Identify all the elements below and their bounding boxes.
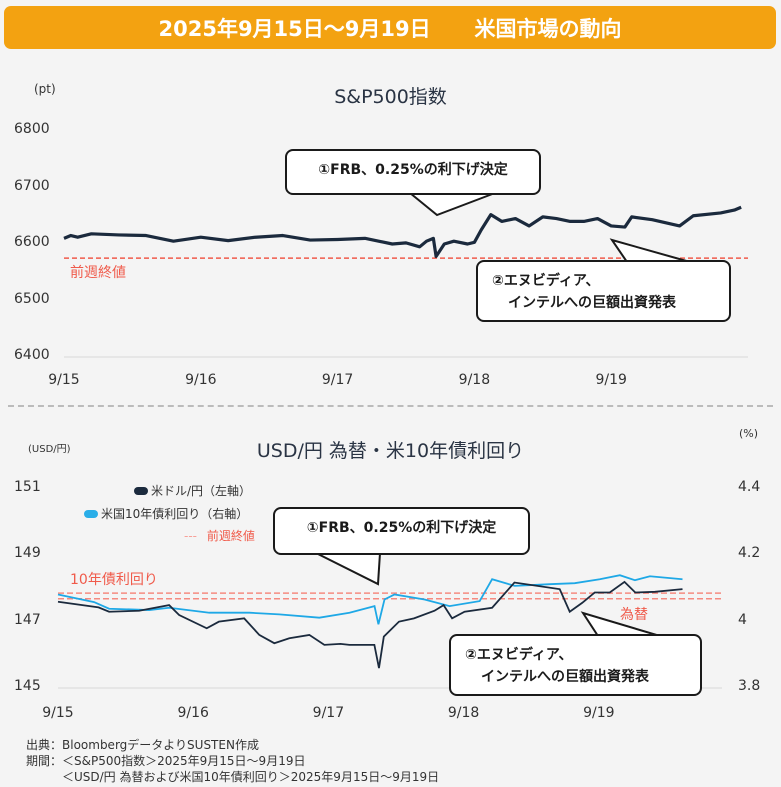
sp500-x-tick: 9/16	[185, 372, 217, 388]
callout-line-1: ②エヌビディア、	[465, 647, 573, 663]
sp500-y-unit: (pt)	[34, 82, 56, 96]
fx-right-y-tick: 3.8	[738, 678, 761, 694]
footer: 出典：BloombergデータよりSUSTEN作成期間：＜S&P500指数＞20…	[26, 737, 439, 785]
fx-left-y-tick: 149	[14, 545, 41, 562]
fx-right-unit: (%)	[739, 427, 759, 440]
sp500-callout-nvidia-tail	[609, 238, 691, 263]
sp500-callout-nvidia: ②エヌビディア、インテルへの巨額出資発表	[476, 260, 731, 322]
fx-left-unit: (USD/円)	[28, 444, 71, 455]
sp500-prev-close-label: 前週終値	[70, 265, 126, 281]
callout-line-2: インテルへの巨額出資発表	[508, 295, 676, 311]
header-title: 米国市場の動向	[474, 16, 622, 41]
fx-x-tick: 9/15	[42, 705, 74, 721]
sp500-y-tick: 6700	[14, 177, 50, 194]
legend-prev-close: --- 前週終値	[184, 527, 255, 544]
fx-chart-title: USD/円 為替・米10年債利回り	[256, 440, 525, 462]
fx-left-y-tick: 151	[14, 479, 41, 495]
legend-swatch-yield	[84, 509, 98, 518]
fx-callout-nvidia-tail	[580, 611, 661, 637]
fx-callout-frb: ①FRB、0.25%の利下げ決定	[273, 507, 530, 555]
header-banner: 2025年9月15日〜9月19日 米国市場の動向	[4, 6, 776, 49]
sp500-y-tick: 6500	[14, 290, 50, 307]
fx-callout-nvidia: ②エヌビディア、インテルへの巨額出資発表	[449, 634, 702, 696]
sp500-y-tick: 6400	[14, 347, 50, 363]
section-divider	[8, 405, 773, 407]
sp500-x-tick: 9/18	[458, 372, 491, 388]
callout-line-1: ②エヌビディア、	[492, 273, 600, 289]
fx-prev-close-label: 為替	[620, 607, 648, 623]
fx-right-y-tick: 4.2	[738, 545, 761, 562]
fx-x-tick: 9/18	[447, 705, 480, 721]
fx-left-y-tick: 145	[14, 678, 41, 694]
sp500-callout-frb: ①FRB、0.25%の利下げ決定	[285, 149, 541, 195]
fx-x-tick: 9/19	[583, 705, 615, 721]
fx-left-y-tick: 147	[14, 611, 41, 628]
sp500-x-tick: 9/17	[321, 372, 354, 388]
sp500-y-tick: 6600	[14, 234, 50, 250]
footer-source: 出典：BloombergデータよりSUSTEN作成	[26, 738, 259, 752]
fx-x-tick: 9/17	[312, 705, 345, 721]
sp500-y-tick: 6800	[14, 121, 50, 137]
callout-line-2: インテルへの巨額出資発表	[481, 669, 649, 685]
fx-x-tick: 9/16	[177, 705, 209, 721]
fx-right-y-tick: 4.4	[738, 479, 761, 495]
legend-swatch-usdjpy	[134, 486, 148, 495]
footer-period-fx: ＜USD/円 為替および米国10年債利回り＞2025年9月15日〜9月19日	[26, 770, 440, 784]
legend-yield: 米国10年債利回り（右軸）	[84, 505, 248, 522]
yield-line	[57, 574, 683, 625]
sp500-x-tick: 9/15	[48, 372, 80, 388]
fx-right-y-tick: 4	[738, 611, 747, 628]
yield-prev-close-label: 10年債利回り	[70, 572, 158, 588]
fx-callout-frb-tail	[315, 552, 382, 586]
legend-label-usdjpy: 米ドル/円（左軸）	[151, 484, 252, 498]
sp500-callout-frb-tail	[407, 192, 496, 217]
legend-label-yield: 米国10年債利回り（右軸）	[101, 507, 249, 521]
legend-label-prev-close: 前週終値	[206, 529, 255, 543]
footer-period-sp500: 期間：＜S&P500指数＞2025年9月15日〜9月19日	[26, 754, 306, 768]
sp500-x-tick: 9/19	[595, 372, 627, 388]
header-date-range: 2025年9月15日〜9月19日	[158, 16, 431, 41]
legend-dash-prev-close: ---	[184, 528, 197, 543]
usdjpy-line	[57, 580, 683, 669]
legend-usdjpy: 米ドル/円（左軸）	[134, 482, 251, 499]
sp500-chart-title: S&P500指数	[334, 86, 447, 108]
